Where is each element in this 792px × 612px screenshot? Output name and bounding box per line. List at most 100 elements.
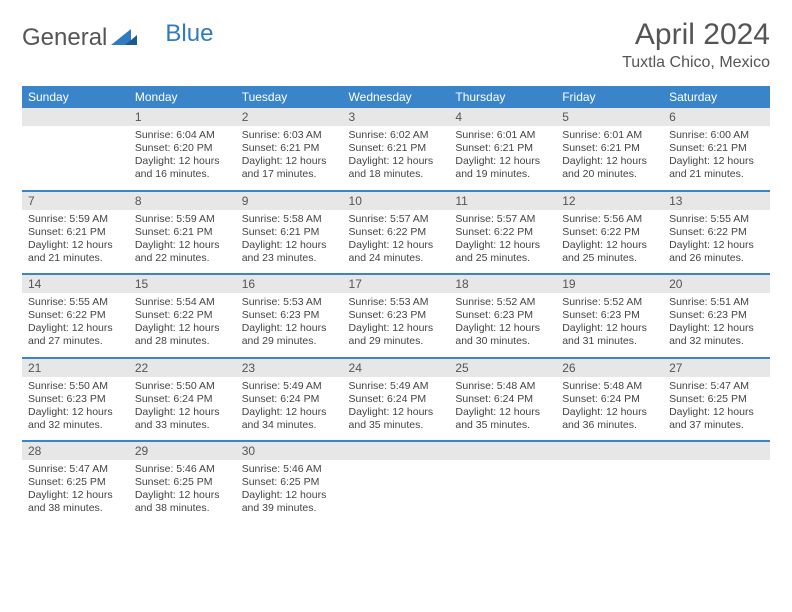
calendar-cell: 28Sunrise: 5:47 AMSunset: 6:25 PMDayligh…	[22, 441, 129, 524]
day-body: Sunrise: 6:02 AMSunset: 6:21 PMDaylight:…	[343, 126, 450, 190]
calendar-cell	[343, 441, 450, 524]
daylight-text: Daylight: 12 hours and 22 minutes.	[135, 239, 230, 265]
day-body: Sunrise: 5:53 AMSunset: 6:23 PMDaylight:…	[343, 293, 450, 357]
sunrise-text: Sunrise: 5:58 AM	[242, 213, 337, 226]
daylight-text: Daylight: 12 hours and 38 minutes.	[135, 489, 230, 515]
sunrise-text: Sunrise: 5:49 AM	[349, 380, 444, 393]
col-monday: Monday	[129, 86, 236, 108]
daylight-text: Daylight: 12 hours and 29 minutes.	[242, 322, 337, 348]
sunrise-text: Sunrise: 5:52 AM	[562, 296, 657, 309]
calendar-week: 7Sunrise: 5:59 AMSunset: 6:21 PMDaylight…	[22, 191, 770, 275]
day-number: 11	[449, 192, 556, 210]
sunset-text: Sunset: 6:23 PM	[242, 309, 337, 322]
day-number: 25	[449, 359, 556, 377]
calendar-cell: 10Sunrise: 5:57 AMSunset: 6:22 PMDayligh…	[343, 191, 450, 275]
sunset-text: Sunset: 6:24 PM	[242, 393, 337, 406]
calendar-week: 28Sunrise: 5:47 AMSunset: 6:25 PMDayligh…	[22, 441, 770, 524]
day-number: 30	[236, 442, 343, 460]
daylight-text: Daylight: 12 hours and 29 minutes.	[349, 322, 444, 348]
day-number: 20	[663, 275, 770, 293]
day-number: 9	[236, 192, 343, 210]
calendar-cell: 6Sunrise: 6:00 AMSunset: 6:21 PMDaylight…	[663, 108, 770, 191]
sunrise-text: Sunrise: 5:55 AM	[28, 296, 123, 309]
day-body: Sunrise: 5:56 AMSunset: 6:22 PMDaylight:…	[556, 210, 663, 274]
col-saturday: Saturday	[663, 86, 770, 108]
daylight-text: Daylight: 12 hours and 21 minutes.	[669, 155, 764, 181]
sunset-text: Sunset: 6:24 PM	[349, 393, 444, 406]
sunrise-text: Sunrise: 5:54 AM	[135, 296, 230, 309]
header: General Blue April 2024 Tuxtla Chico, Me…	[22, 18, 770, 72]
day-number: 27	[663, 359, 770, 377]
day-number: 12	[556, 192, 663, 210]
calendar-week: 14Sunrise: 5:55 AMSunset: 6:22 PMDayligh…	[22, 274, 770, 358]
day-body: Sunrise: 5:47 AMSunset: 6:25 PMDaylight:…	[22, 460, 129, 524]
day-number: 22	[129, 359, 236, 377]
calendar-cell: 3Sunrise: 6:02 AMSunset: 6:21 PMDaylight…	[343, 108, 450, 191]
calendar-cell: 30Sunrise: 5:46 AMSunset: 6:25 PMDayligh…	[236, 441, 343, 524]
col-tuesday: Tuesday	[236, 86, 343, 108]
daylight-text: Daylight: 12 hours and 19 minutes.	[455, 155, 550, 181]
day-body: Sunrise: 5:46 AMSunset: 6:25 PMDaylight:…	[236, 460, 343, 524]
calendar-cell: 27Sunrise: 5:47 AMSunset: 6:25 PMDayligh…	[663, 358, 770, 442]
logo-text-general: General	[22, 24, 107, 52]
calendar-cell: 19Sunrise: 5:52 AMSunset: 6:23 PMDayligh…	[556, 274, 663, 358]
title-block: April 2024 Tuxtla Chico, Mexico	[622, 18, 770, 72]
day-number: 18	[449, 275, 556, 293]
col-sunday: Sunday	[22, 86, 129, 108]
sunset-text: Sunset: 6:23 PM	[349, 309, 444, 322]
calendar-cell: 1Sunrise: 6:04 AMSunset: 6:20 PMDaylight…	[129, 108, 236, 191]
day-number	[556, 442, 663, 460]
calendar-cell	[556, 441, 663, 524]
sunrise-text: Sunrise: 6:04 AM	[135, 129, 230, 142]
day-number: 24	[343, 359, 450, 377]
sunset-text: Sunset: 6:21 PM	[669, 142, 764, 155]
sunset-text: Sunset: 6:24 PM	[455, 393, 550, 406]
sunrise-text: Sunrise: 5:53 AM	[242, 296, 337, 309]
day-body: Sunrise: 6:00 AMSunset: 6:21 PMDaylight:…	[663, 126, 770, 190]
col-thursday: Thursday	[449, 86, 556, 108]
daylight-text: Daylight: 12 hours and 34 minutes.	[242, 406, 337, 432]
day-number: 16	[236, 275, 343, 293]
day-number: 14	[22, 275, 129, 293]
sunset-text: Sunset: 6:25 PM	[669, 393, 764, 406]
calendar-cell: 2Sunrise: 6:03 AMSunset: 6:21 PMDaylight…	[236, 108, 343, 191]
logo-triangle-icon	[111, 27, 137, 50]
daylight-text: Daylight: 12 hours and 39 minutes.	[242, 489, 337, 515]
day-body: Sunrise: 5:48 AMSunset: 6:24 PMDaylight:…	[449, 377, 556, 441]
day-body: Sunrise: 6:04 AMSunset: 6:20 PMDaylight:…	[129, 126, 236, 190]
day-number	[22, 108, 129, 126]
day-body	[343, 460, 450, 518]
calendar-cell: 13Sunrise: 5:55 AMSunset: 6:22 PMDayligh…	[663, 191, 770, 275]
day-body: Sunrise: 5:59 AMSunset: 6:21 PMDaylight:…	[22, 210, 129, 274]
day-body: Sunrise: 5:49 AMSunset: 6:24 PMDaylight:…	[343, 377, 450, 441]
day-body: Sunrise: 5:55 AMSunset: 6:22 PMDaylight:…	[22, 293, 129, 357]
sunset-text: Sunset: 6:21 PM	[28, 226, 123, 239]
day-number: 23	[236, 359, 343, 377]
calendar-cell: 7Sunrise: 5:59 AMSunset: 6:21 PMDaylight…	[22, 191, 129, 275]
sunset-text: Sunset: 6:23 PM	[455, 309, 550, 322]
sunset-text: Sunset: 6:23 PM	[562, 309, 657, 322]
day-body: Sunrise: 5:46 AMSunset: 6:25 PMDaylight:…	[129, 460, 236, 524]
sunrise-text: Sunrise: 5:50 AM	[28, 380, 123, 393]
daylight-text: Daylight: 12 hours and 32 minutes.	[669, 322, 764, 348]
sunrise-text: Sunrise: 5:47 AM	[669, 380, 764, 393]
day-body: Sunrise: 5:58 AMSunset: 6:21 PMDaylight:…	[236, 210, 343, 274]
sunset-text: Sunset: 6:23 PM	[28, 393, 123, 406]
calendar-cell: 12Sunrise: 5:56 AMSunset: 6:22 PMDayligh…	[556, 191, 663, 275]
day-body: Sunrise: 5:49 AMSunset: 6:24 PMDaylight:…	[236, 377, 343, 441]
calendar-cell: 11Sunrise: 5:57 AMSunset: 6:22 PMDayligh…	[449, 191, 556, 275]
day-body: Sunrise: 5:54 AMSunset: 6:22 PMDaylight:…	[129, 293, 236, 357]
daylight-text: Daylight: 12 hours and 32 minutes.	[28, 406, 123, 432]
daylight-text: Daylight: 12 hours and 23 minutes.	[242, 239, 337, 265]
sunset-text: Sunset: 6:20 PM	[135, 142, 230, 155]
day-body: Sunrise: 5:48 AMSunset: 6:24 PMDaylight:…	[556, 377, 663, 441]
daylight-text: Daylight: 12 hours and 38 minutes.	[28, 489, 123, 515]
sunrise-text: Sunrise: 5:47 AM	[28, 463, 123, 476]
day-number: 8	[129, 192, 236, 210]
sunrise-text: Sunrise: 6:03 AM	[242, 129, 337, 142]
sunrise-text: Sunrise: 5:50 AM	[135, 380, 230, 393]
day-number: 1	[129, 108, 236, 126]
day-body: Sunrise: 5:47 AMSunset: 6:25 PMDaylight:…	[663, 377, 770, 441]
sunset-text: Sunset: 6:22 PM	[562, 226, 657, 239]
daylight-text: Daylight: 12 hours and 17 minutes.	[242, 155, 337, 181]
